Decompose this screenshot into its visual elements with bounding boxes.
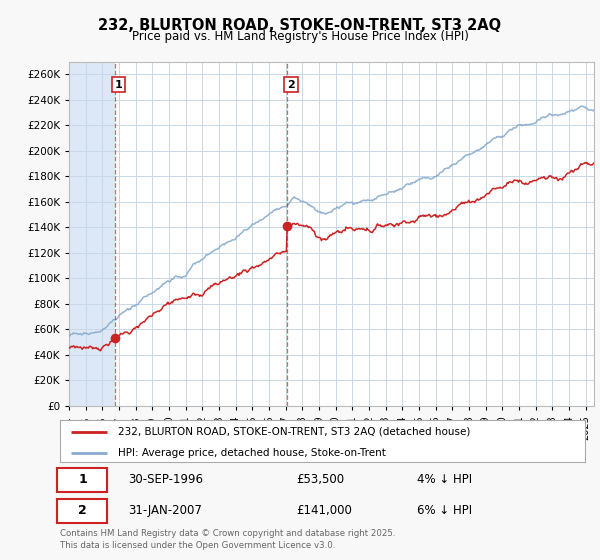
FancyBboxPatch shape	[58, 499, 107, 523]
Text: Price paid vs. HM Land Registry's House Price Index (HPI): Price paid vs. HM Land Registry's House …	[131, 30, 469, 43]
Text: £141,000: £141,000	[296, 504, 352, 517]
Text: Contains HM Land Registry data © Crown copyright and database right 2025.
This d: Contains HM Land Registry data © Crown c…	[60, 529, 395, 550]
Text: 6% ↓ HPI: 6% ↓ HPI	[417, 504, 472, 517]
Text: 1: 1	[78, 473, 87, 487]
Text: 2: 2	[287, 80, 295, 90]
Text: 1: 1	[115, 80, 122, 90]
Text: 31-JAN-2007: 31-JAN-2007	[128, 504, 202, 517]
FancyBboxPatch shape	[58, 468, 107, 492]
Text: 232, BLURTON ROAD, STOKE-ON-TRENT, ST3 2AQ: 232, BLURTON ROAD, STOKE-ON-TRENT, ST3 2…	[98, 18, 502, 33]
Text: 232, BLURTON ROAD, STOKE-ON-TRENT, ST3 2AQ (detached house): 232, BLURTON ROAD, STOKE-ON-TRENT, ST3 2…	[118, 427, 470, 437]
Text: 30-SEP-1996: 30-SEP-1996	[128, 473, 203, 487]
Text: £53,500: £53,500	[296, 473, 344, 487]
Bar	[69, 62, 115, 406]
Text: 4% ↓ HPI: 4% ↓ HPI	[417, 473, 472, 487]
Text: 2: 2	[78, 504, 87, 517]
Text: HPI: Average price, detached house, Stoke-on-Trent: HPI: Average price, detached house, Stok…	[118, 448, 386, 458]
